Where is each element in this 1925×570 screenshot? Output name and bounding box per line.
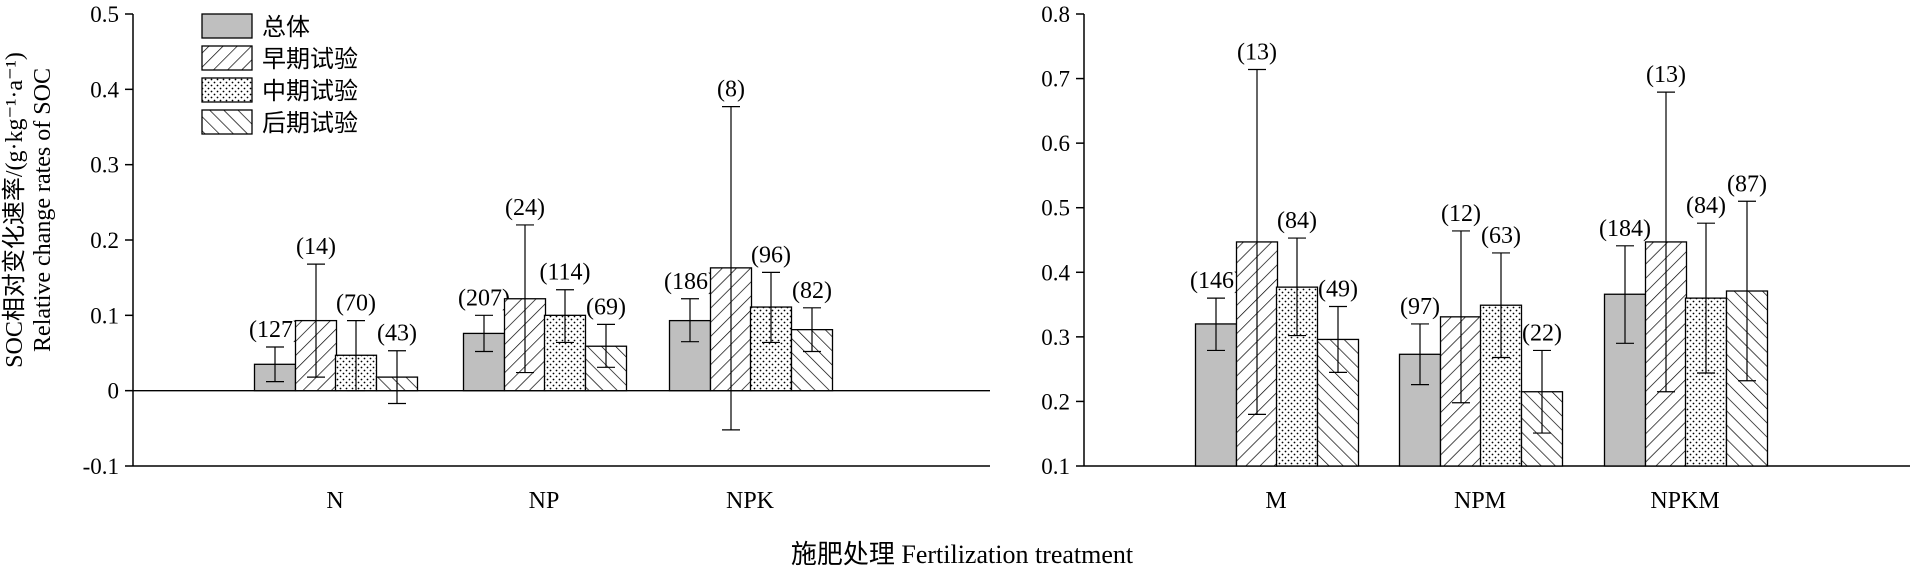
right-sample-size-label: (12) bbox=[1441, 201, 1481, 227]
left-category-label: NP bbox=[529, 488, 560, 514]
left-sample-size-label: (24) bbox=[505, 195, 545, 221]
left-sample-size-label: (14) bbox=[296, 234, 336, 260]
right-category-label: NPM bbox=[1454, 488, 1506, 514]
legend-swatch bbox=[201, 77, 253, 103]
right-y-tick-label: 0.1 bbox=[1041, 454, 1070, 479]
right-sample-size-label: (184) bbox=[1599, 216, 1651, 242]
left-category-label: NPK bbox=[726, 488, 775, 514]
left-y-tick-label: 0 bbox=[108, 379, 120, 404]
right-sample-size-label: (13) bbox=[1646, 62, 1686, 88]
right-y-tick-label: 0.5 bbox=[1041, 196, 1070, 221]
right-y-tick-label: 0.6 bbox=[1041, 131, 1070, 156]
right-y-tick-label: 0.2 bbox=[1041, 389, 1070, 414]
left-y-tick-label: -0.1 bbox=[83, 454, 119, 479]
legend-label: 中期试验 bbox=[262, 77, 358, 105]
right-y-tick-label: 0.7 bbox=[1041, 67, 1070, 92]
right-sample-size-label: (13) bbox=[1237, 40, 1277, 66]
left-y-tick-label: 0.5 bbox=[90, 2, 119, 27]
legend-label: 总体 bbox=[262, 13, 310, 41]
left-y-tick-label: 0.3 bbox=[90, 153, 119, 178]
left-y-tick-label: 0.1 bbox=[90, 303, 119, 328]
left-panel: 0.5 0.4 0.3 0.2 0.1 0 -0.1 N NP NPK (127) (207) (186… bbox=[83, 2, 990, 514]
left-sample-size-label: (114) bbox=[539, 260, 590, 286]
legend-label: 早期试验 bbox=[262, 45, 358, 73]
left-sample-size-label: (8) bbox=[717, 77, 745, 103]
legend-swatch bbox=[201, 45, 253, 71]
left-y-tick-label: 0.2 bbox=[90, 228, 119, 253]
legend-swatch bbox=[201, 109, 253, 135]
right-sample-size-label: (22) bbox=[1522, 320, 1562, 346]
right-y-tick-label: 0.3 bbox=[1041, 325, 1070, 350]
right-category-label: M bbox=[1265, 488, 1286, 514]
left-sample-size-label: (69) bbox=[586, 294, 626, 320]
right-sample-size-label: (49) bbox=[1318, 277, 1358, 303]
y-axis-label: SOC相对变化速率/(g·kg⁻¹·a⁻¹) bbox=[1, 52, 28, 368]
right-bar bbox=[1275, 286, 1319, 467]
right-sample-size-label: (146) bbox=[1190, 268, 1242, 294]
legend-label: 后期试验 bbox=[262, 109, 358, 137]
left-sample-size-label: (82) bbox=[792, 278, 832, 304]
legend-swatch bbox=[201, 13, 253, 39]
right-sample-size-label: (84) bbox=[1686, 193, 1726, 219]
right-y-tick-label: 0.4 bbox=[1041, 260, 1070, 285]
left-sample-size-label: (186) bbox=[664, 269, 716, 295]
left-category-label: N bbox=[326, 488, 343, 514]
left-sample-size-label: (96) bbox=[751, 242, 791, 268]
left-sample-size-label: (207) bbox=[458, 285, 510, 311]
left-sample-size-label: (43) bbox=[377, 321, 417, 347]
right-sample-size-label: (63) bbox=[1481, 223, 1521, 249]
right-sample-size-label: (87) bbox=[1727, 171, 1767, 197]
x-axis-label: 施肥处理 Fertilization treatment bbox=[791, 540, 1134, 569]
right-sample-size-label: (97) bbox=[1400, 294, 1440, 320]
left-sample-size-label: (127) bbox=[249, 317, 301, 343]
right-y-tick-label: 0.8 bbox=[1041, 2, 1070, 27]
right-sample-size-label: (84) bbox=[1277, 208, 1317, 234]
left-sample-size-label: (70) bbox=[336, 291, 376, 317]
y-axis-label-en: Relative change rates of SOC bbox=[30, 68, 56, 352]
left-y-tick-label: 0.4 bbox=[90, 77, 119, 102]
right-category-label: NPKM bbox=[1650, 488, 1719, 514]
right-panel: 0.8 0.7 0.6 0.5 0.4 0.3 0.2 0.1 M NPM NPKM (146) (97… bbox=[1041, 2, 1910, 514]
